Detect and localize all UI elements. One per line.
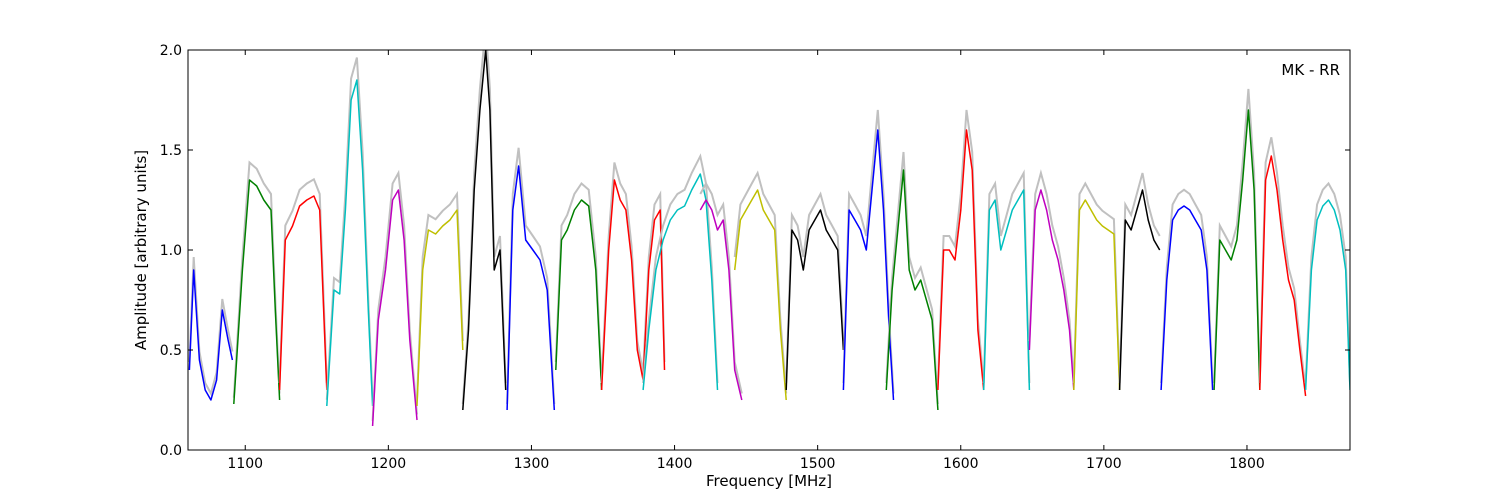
envelope-line-14: [785, 191, 845, 384]
envelope-line-16: [885, 151, 939, 405]
envelope-line-24: [1258, 137, 1307, 390]
x-tick-label: 1400: [657, 456, 693, 472]
x-tick-label: 1100: [227, 456, 263, 472]
series-line-1: [188, 269, 234, 401]
series-line-4: [326, 79, 374, 407]
series-line-21: [1118, 189, 1161, 391]
envelope-line-22: [1160, 188, 1214, 384]
series-line-25: [1304, 199, 1350, 391]
series-line-9: [555, 199, 603, 391]
envelope-line-11: [642, 153, 719, 384]
x-tick-label: 1800: [1229, 456, 1265, 472]
series-line-8: [506, 165, 556, 411]
series-line-3: [278, 195, 328, 391]
y-axis-ticks: 0.0 0.5 1.0 1.5 2.0: [160, 43, 1350, 459]
envelope-line-21: [1118, 172, 1161, 384]
envelope-line-6: [416, 190, 464, 400]
series-line-12: [699, 199, 743, 401]
series-line-7: [462, 50, 507, 411]
y-tick-label: 1.0: [160, 243, 182, 259]
series-line-18: [982, 189, 1031, 391]
series-line-20: [1073, 199, 1121, 391]
series-line-17: [937, 129, 985, 391]
envelope-line-25: [1304, 181, 1350, 384]
series-line-16: [885, 169, 939, 411]
x-tick-label: 1500: [800, 456, 836, 472]
series-line-19: [1028, 189, 1075, 391]
x-tick-label: 1700: [1086, 456, 1122, 472]
envelope-line-23: [1213, 88, 1261, 384]
series-line-5: [371, 189, 418, 427]
series-line-15: [842, 129, 895, 401]
x-axis-label: Frequency [MHz]: [706, 472, 832, 490]
envelope-line-9: [554, 182, 603, 384]
x-tick-label: 1600: [943, 456, 979, 472]
y-axis-label: Amplitude [arbitrary units]: [132, 150, 150, 350]
y-tick-label: 0.5: [160, 343, 182, 359]
series-line-11: [642, 173, 719, 391]
series-line-23: [1213, 109, 1261, 391]
envelope-line-8: [506, 147, 556, 405]
series-line-14: [785, 209, 845, 391]
series-line-13: [733, 189, 787, 401]
envelope-line-19: [1028, 169, 1075, 384]
x-tick-label: 1200: [371, 456, 407, 472]
series-line-2: [233, 179, 281, 405]
x-tick-label: 1300: [514, 456, 550, 472]
chart-annotation: MK - RR: [1281, 61, 1340, 79]
y-tick-label: 0.0: [160, 443, 182, 459]
envelope-line-20: [1072, 181, 1121, 384]
series-line-6: [416, 209, 464, 407]
series-line-24: [1259, 155, 1307, 397]
series-line-10: [600, 179, 666, 391]
y-tick-label: 2.0: [160, 43, 182, 59]
series-layer: [188, 50, 1350, 427]
x-axis-ticks: 1100 1200 1300 1400 1500 1600 1700 1800: [227, 50, 1265, 472]
series-line-22: [1160, 205, 1214, 391]
y-tick-label: 1.5: [160, 143, 182, 159]
envelope-line-3: [278, 177, 328, 384]
envelope-line-18: [982, 169, 1031, 384]
